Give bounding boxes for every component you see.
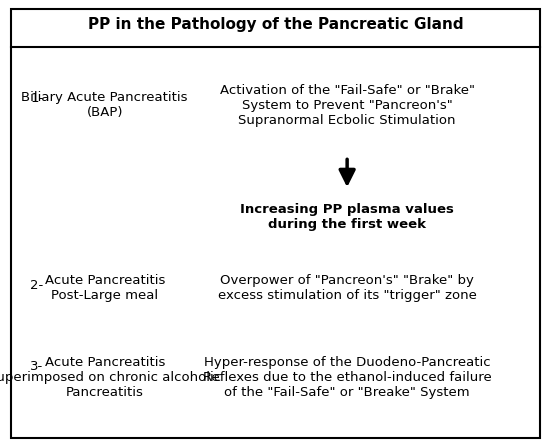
Text: Acute Pancreatitis
Superimposed on chronic alcoholic
Pancreatitis: Acute Pancreatitis Superimposed on chron… bbox=[0, 356, 222, 399]
Text: 2-: 2- bbox=[30, 279, 44, 292]
Text: PP in the Pathology of the Pancreatic Gland: PP in the Pathology of the Pancreatic Gl… bbox=[88, 17, 463, 32]
Text: Activation of the "Fail-Safe" or "Brake"
System to Prevent "Pancreon's"
Supranor: Activation of the "Fail-Safe" or "Brake"… bbox=[220, 84, 474, 127]
Text: Hyper-response of the Duodeno-Pancreatic
Reflexes due to the ethanol-induced fai: Hyper-response of the Duodeno-Pancreatic… bbox=[203, 356, 491, 399]
Text: Overpower of "Pancreon's" "Brake" by
excess stimulation of its "trigger" zone: Overpower of "Pancreon's" "Brake" by exc… bbox=[218, 274, 477, 302]
Text: 1-: 1- bbox=[30, 92, 44, 105]
Text: Acute Pancreatitis
Post-Large meal: Acute Pancreatitis Post-Large meal bbox=[45, 274, 165, 302]
Text: 3-: 3- bbox=[30, 360, 44, 373]
Text: Biliary Acute Pancreatitis
(BAP): Biliary Acute Pancreatitis (BAP) bbox=[21, 91, 188, 119]
Text: Increasing PP plasma values
during the first week: Increasing PP plasma values during the f… bbox=[240, 203, 454, 231]
